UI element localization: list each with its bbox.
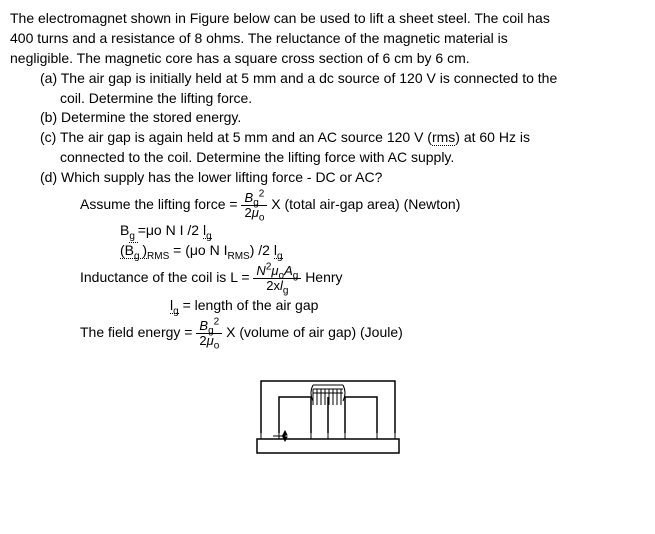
- part-c-end: ) at 60 Hz is: [455, 129, 530, 145]
- L-A: A: [284, 263, 293, 278]
- field-pre: The field energy =: [80, 324, 196, 340]
- L-pre: Inductance of the coil is L =: [80, 269, 253, 285]
- part-c-line-2: connected to the coil. Determine the lif…: [10, 148, 645, 167]
- L-fraction: N2μoAg 2xlg: [253, 264, 301, 292]
- den-mu: μ: [252, 205, 259, 220]
- frac-bg: B: [245, 190, 254, 205]
- field-post: X (volume of air gap) (Joule): [226, 324, 403, 340]
- lg2-sub: g: [277, 251, 283, 262]
- intro-line-1: The electromagnet shown in Figure below …: [10, 9, 645, 28]
- bg-equation-1: Bg =μo N I /2 lg: [10, 221, 645, 240]
- L-den-pre: 2x: [266, 278, 280, 293]
- bg-rest: =μo N I /2: [138, 222, 203, 238]
- bg-equation-2: (Bg )RMS = (μo N IRMS) /2 lg: [10, 241, 645, 260]
- field-energy-formula: The field energy = Bg2 2μo X (volume of …: [10, 319, 645, 347]
- assume-pre: Assume the lifting force =: [80, 196, 241, 212]
- intro-line-3: negligible. The magnetic core has a squa…: [10, 49, 645, 68]
- part-c-line-1: (c) The air gap is again held at 5 mm an…: [10, 128, 645, 147]
- frac-sup: 2: [259, 189, 265, 200]
- den-pre: 2: [244, 205, 251, 220]
- lg-def-post: = length of the air gap: [179, 297, 319, 313]
- part-d: (d) Which supply has the lower lifting f…: [10, 168, 645, 187]
- bg2-rest: ) /2: [250, 242, 274, 258]
- L-mu: μ: [271, 263, 278, 278]
- field-sup: 2: [214, 317, 220, 328]
- electromagnet-figure: [10, 363, 645, 488]
- field-bg: B: [199, 318, 208, 333]
- part-a-line-2: coil. Determine the lifting force.: [10, 89, 645, 108]
- rms-sub-2: RMS: [228, 251, 250, 262]
- den-sub: o: [259, 212, 265, 223]
- assume-post: X (total air-gap area) (Newton): [271, 196, 460, 212]
- part-c-pre: (c) The air gap is again held at 5 mm an…: [40, 129, 432, 145]
- L-N: N: [256, 263, 265, 278]
- field-den-pre: 2: [199, 333, 206, 348]
- lg-definition: lg = length of the air gap: [10, 296, 645, 315]
- assume-fraction: Bg2 2μo: [241, 191, 267, 219]
- inductance-formula: Inductance of the coil is L = N2μoAg 2xl…: [10, 264, 645, 292]
- part-a-line-1: (a) The air gap is initially held at 5 m…: [10, 69, 645, 88]
- bg2-open: (B: [120, 242, 134, 258]
- assume-lifting-force: Assume the lifting force = Bg2 2μo X (to…: [10, 191, 645, 219]
- field-fraction: Bg2 2μo: [196, 319, 222, 347]
- part-b: (b) Determine the stored energy.: [10, 108, 645, 127]
- L-den-sub: g: [283, 285, 289, 296]
- field-mu: μ: [207, 333, 214, 348]
- field-mu-sub: o: [214, 340, 220, 351]
- intro-line-2: 400 turns and a resistance of 8 ohms. Th…: [10, 29, 645, 48]
- L-A-sub: g: [293, 271, 299, 282]
- rms-label: rms: [432, 129, 455, 146]
- L-post: Henry: [305, 269, 342, 285]
- rms-sub-1: RMS: [147, 251, 169, 262]
- bg-sym: B: [120, 222, 129, 238]
- bg2-mid: = (μo N I: [169, 242, 227, 258]
